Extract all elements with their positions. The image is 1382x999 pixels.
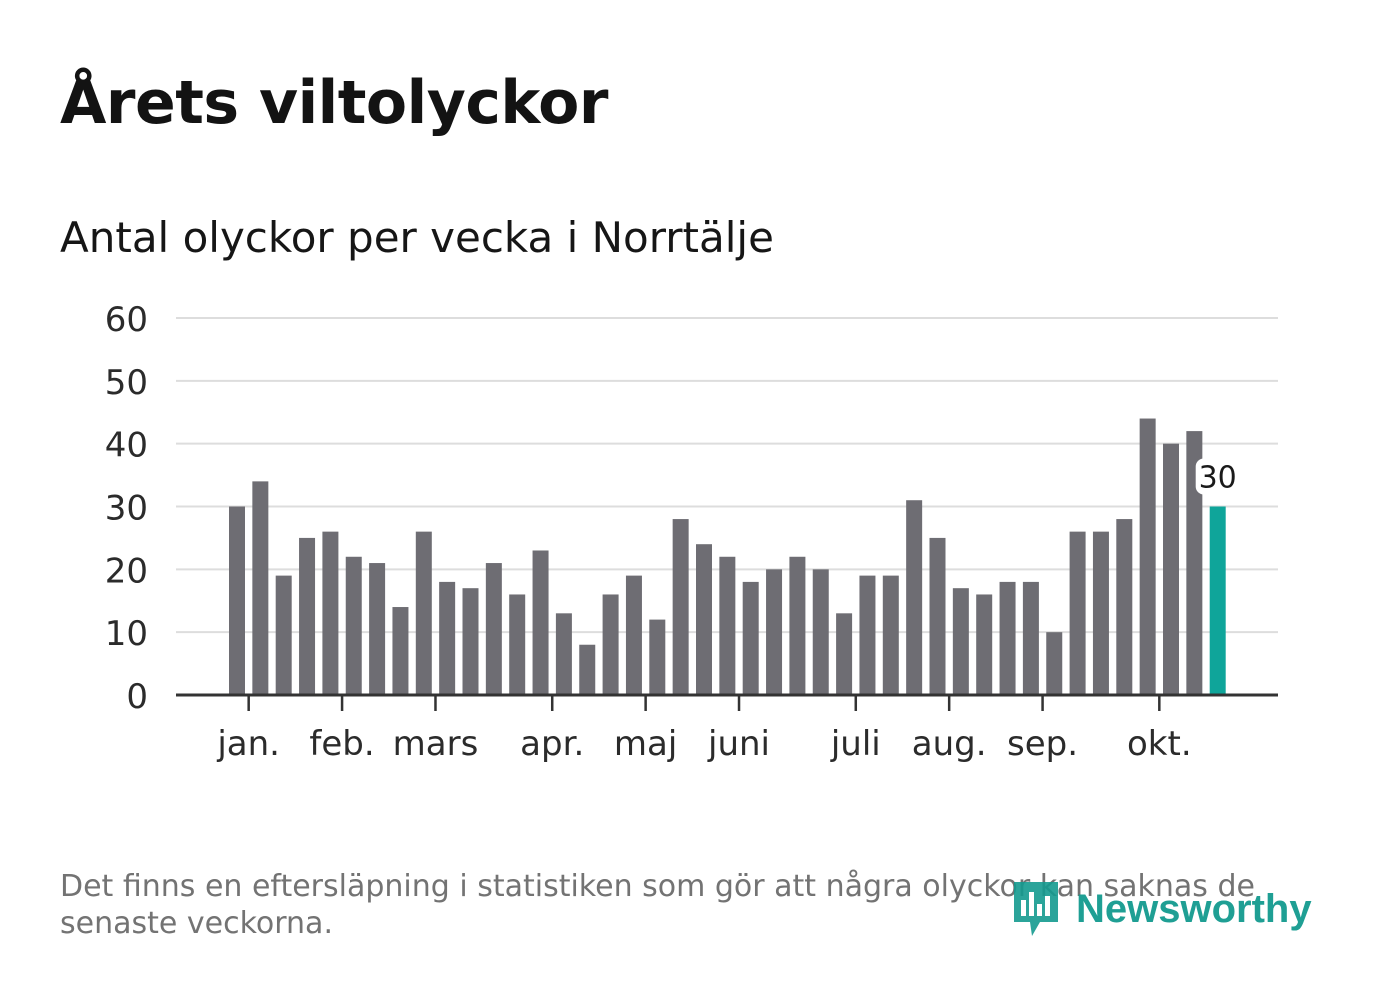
newsworthy-logo-icon — [1014, 882, 1058, 936]
bar — [252, 481, 269, 695]
y-tick-label: 20 — [105, 551, 148, 591]
bar — [1069, 531, 1086, 695]
bar — [672, 519, 689, 695]
bar — [1046, 632, 1063, 695]
chart-title: Årets viltolyckor — [60, 68, 609, 138]
bar — [439, 581, 456, 695]
x-tick-label: okt. — [1127, 724, 1192, 764]
bar — [859, 575, 876, 695]
y-tick-label: 40 — [105, 426, 148, 466]
x-tick-label: mars — [393, 724, 479, 764]
y-tick-label: 0 — [126, 677, 148, 717]
bar — [742, 581, 759, 695]
y-axis-ticks: 0 10 20 30 40 50 60 — [105, 300, 148, 717]
y-tick-label: 50 — [105, 363, 148, 403]
bar — [1186, 431, 1203, 695]
bar — [485, 563, 502, 695]
data-label: 30 — [1199, 461, 1237, 496]
bar — [976, 594, 993, 695]
bar — [229, 506, 245, 695]
bar — [649, 619, 666, 695]
y-tick-label: 60 — [105, 300, 148, 340]
bar — [952, 588, 969, 695]
x-axis-ticks: jan. feb. mars apr. maj juni juli aug. sep. okt. — [216, 695, 1192, 764]
bar — [509, 594, 526, 695]
bar — [275, 575, 292, 695]
x-tick-label: aug. — [912, 724, 987, 764]
bar — [345, 556, 362, 695]
bar — [392, 607, 409, 695]
bar — [766, 569, 783, 695]
bar — [532, 550, 549, 695]
bar — [579, 644, 596, 695]
x-tick-label: maj — [614, 724, 677, 764]
bar — [789, 556, 806, 695]
bar — [1139, 418, 1156, 695]
y-tick-label: 10 — [105, 614, 148, 654]
x-tick-label: feb. — [309, 724, 374, 764]
bar — [696, 544, 712, 695]
bar — [1163, 443, 1179, 695]
bar — [299, 537, 316, 695]
bar — [836, 613, 853, 695]
bar — [462, 588, 479, 695]
bar — [1116, 519, 1133, 695]
bar — [369, 563, 386, 695]
newsworthy-logo[interactable]: Newsworthy — [1010, 878, 1312, 940]
bar — [625, 575, 642, 695]
x-tick-label: jan. — [216, 724, 280, 764]
bar — [1092, 531, 1109, 695]
bar — [555, 613, 572, 695]
data-label-background — [1195, 458, 1240, 495]
x-tick-label: apr. — [520, 724, 584, 764]
bar-chart: 0 10 20 30 40 50 60 jan. feb. mars apr. maj juni jul… — [105, 300, 1278, 764]
y-tick-label: 30 — [105, 489, 148, 529]
x-tick-label: sep. — [1007, 724, 1078, 764]
bar — [322, 531, 339, 695]
x-tick-label: juli — [830, 724, 881, 764]
chart-subtitle: Antal olyckor per vecka i Norrtälje — [60, 213, 774, 262]
data-labels: 30 — [1195, 458, 1240, 496]
bar — [906, 500, 923, 695]
newsworthy-wordmark: Newsworthy — [1076, 886, 1312, 931]
bar — [929, 537, 946, 695]
bars — [229, 418, 1226, 695]
bar — [812, 569, 829, 695]
bar — [415, 531, 432, 695]
bar — [882, 575, 899, 695]
bar — [999, 581, 1016, 695]
bar — [602, 594, 619, 695]
bar — [719, 556, 736, 695]
bar-highlight — [1209, 506, 1226, 695]
x-tick-label: juni — [707, 724, 770, 764]
bar — [1022, 581, 1039, 695]
